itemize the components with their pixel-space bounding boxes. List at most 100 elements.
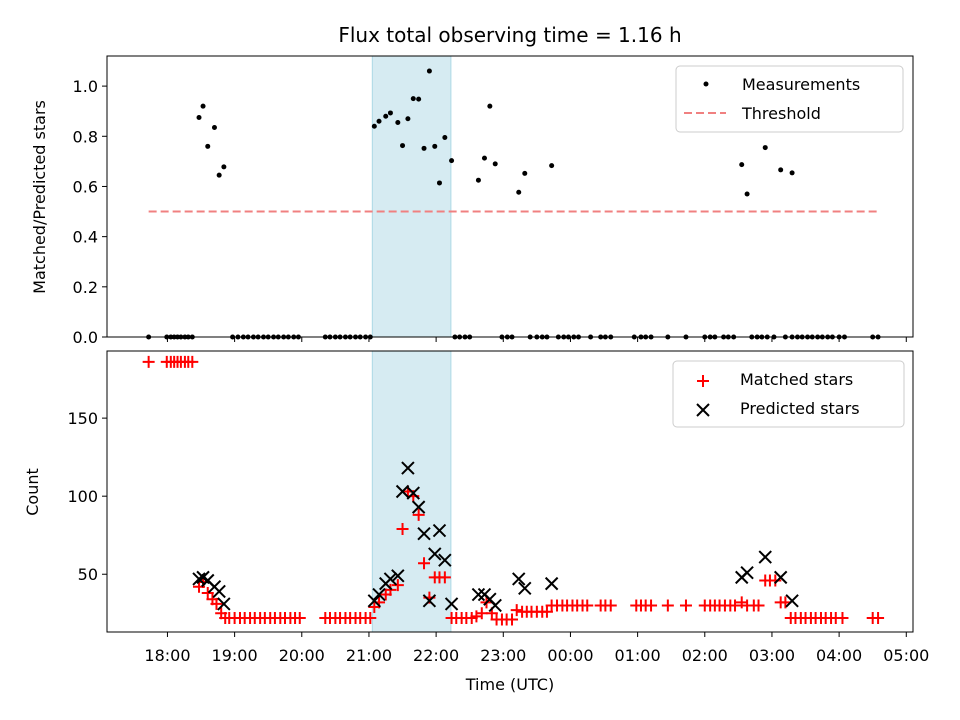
y-tick-label: 0.6 xyxy=(73,177,98,196)
measurement-point xyxy=(426,68,432,74)
bottom-plot-marks xyxy=(142,355,885,626)
top-x-ticks xyxy=(166,337,907,342)
y-tick-label: 1.0 xyxy=(73,77,98,96)
matched-star-point xyxy=(418,557,431,570)
matched-star-point xyxy=(364,611,377,624)
top-chart-title: Flux total observing time = 1.16 h xyxy=(338,23,681,47)
y-tick-label: 50 xyxy=(78,565,98,584)
bottom-x-axis: 18:00 19:00 20:00 21:00 22:00 23:00 00:00 01:00… xyxy=(144,632,929,665)
x-tick-label: 04:00 xyxy=(816,646,862,665)
measurement-point xyxy=(410,96,416,102)
x-tick-label: 22:00 xyxy=(413,646,459,665)
matched-star-point xyxy=(201,586,214,599)
top-y-axis: 0.0 0.2 0.4 0.6 0.8 1.0 xyxy=(73,77,107,347)
measurement-point xyxy=(487,103,493,109)
measurement-point xyxy=(421,145,427,151)
measurement-point xyxy=(211,125,217,131)
predicted-star-point xyxy=(395,484,410,499)
measurement-point xyxy=(436,180,442,186)
measurement-point xyxy=(395,119,401,125)
measurement-point xyxy=(475,177,481,183)
measurement-point xyxy=(744,191,750,197)
top-y-axis-label: Matched/Predicted stars xyxy=(30,100,49,294)
predicted-star-point xyxy=(406,486,420,500)
measurement-point xyxy=(383,113,389,119)
predicted-star-point xyxy=(512,572,526,586)
predicted-star-point xyxy=(417,526,431,541)
measurement-point xyxy=(216,172,222,178)
measurement-point xyxy=(200,103,206,109)
measurement-point xyxy=(376,118,382,124)
predicted-star-point xyxy=(411,500,426,514)
measurement-point xyxy=(432,143,438,149)
measurement-point xyxy=(449,158,455,164)
measurement-point xyxy=(481,155,487,161)
matched-star-point xyxy=(752,599,765,612)
predicted-star-point xyxy=(785,594,799,608)
y-tick-label: 150 xyxy=(67,409,98,428)
predicted-star-point xyxy=(422,594,437,608)
matched-star-point xyxy=(872,611,885,624)
x-tick-label: 23:00 xyxy=(480,646,526,665)
measurement-point xyxy=(778,167,784,173)
measurement-point xyxy=(522,170,528,176)
matched-star-point xyxy=(679,599,692,612)
predicted-star-point xyxy=(773,570,788,585)
matched-star-point xyxy=(661,599,674,612)
predicted-star-point xyxy=(432,523,447,538)
x-tick-label: 18:00 xyxy=(144,646,190,665)
y-tick-label: 0.4 xyxy=(73,228,98,247)
matched-star-point xyxy=(729,599,742,612)
legend-measurements-marker xyxy=(703,81,709,87)
measurement-point xyxy=(405,116,411,122)
bottom-plot-frame xyxy=(106,350,914,633)
top-plot-frame xyxy=(106,55,914,338)
measurement-point xyxy=(789,170,795,176)
y-tick-label: 100 xyxy=(67,487,98,506)
bottom-y-axis-label: Count xyxy=(23,468,42,516)
predicted-star-point xyxy=(428,547,442,561)
matched-star-point xyxy=(604,599,617,612)
predicted-star-point xyxy=(401,461,415,475)
measurement-point xyxy=(205,143,211,149)
x-tick-label: 19:00 xyxy=(212,646,258,665)
predicted-star-point xyxy=(391,569,405,583)
matched-star-point xyxy=(384,583,397,596)
measurement-point xyxy=(387,110,393,116)
matched-star-point xyxy=(391,579,404,592)
bottom-y-axis: 50 100 150 xyxy=(67,409,107,584)
matched-star-point xyxy=(412,508,425,521)
matched-star-point xyxy=(438,571,451,584)
measurement-point xyxy=(416,96,422,102)
predicted-star-point xyxy=(444,597,459,611)
measurement-point xyxy=(762,145,768,151)
measurement-point xyxy=(516,189,522,195)
observing-window-span xyxy=(371,55,452,338)
x-tick-label: 02:00 xyxy=(682,646,728,665)
matched-star-point xyxy=(396,522,409,535)
legend-predicted-marker xyxy=(696,403,710,417)
y-tick-label: 0.0 xyxy=(73,328,98,347)
measurement-point xyxy=(739,162,745,168)
legend-matched-marker xyxy=(697,375,709,387)
matched-star-point xyxy=(510,604,523,617)
predicted-star-point xyxy=(438,553,452,567)
top-shaded-span xyxy=(371,55,452,338)
matched-star-point xyxy=(645,599,658,612)
y-tick-label: 0.2 xyxy=(73,278,98,297)
measurement-point xyxy=(549,163,555,169)
x-tick-label: 05:00 xyxy=(883,646,929,665)
predicted-star-point xyxy=(740,565,754,580)
x-tick-label: 00:00 xyxy=(547,646,593,665)
legend-predicted-label: Predicted stars xyxy=(740,399,860,418)
x-tick-label: 03:00 xyxy=(749,646,795,665)
matched-star-point xyxy=(581,599,594,612)
predicted-star-point xyxy=(471,587,486,602)
matched-star-point xyxy=(210,597,223,610)
matched-star-point xyxy=(506,613,519,626)
matched-star-point xyxy=(769,574,782,587)
predicted-star-point xyxy=(212,584,226,599)
predicted-star-point xyxy=(372,587,386,602)
predicted-star-point xyxy=(217,597,231,611)
